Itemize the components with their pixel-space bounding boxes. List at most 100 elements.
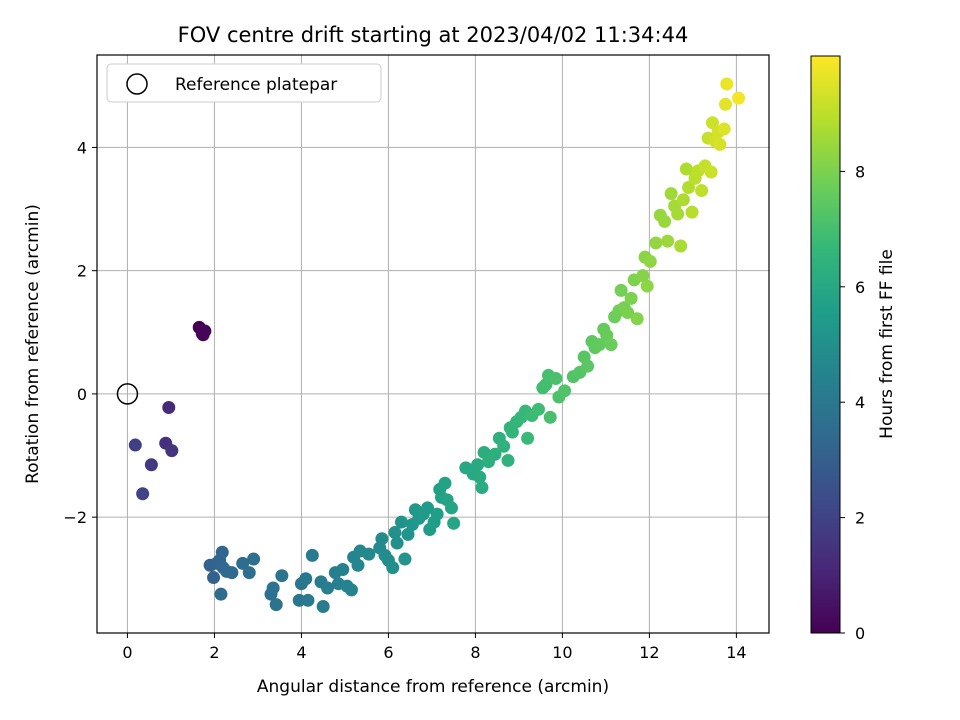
colorbar: 0 2 4 6 8 Hours from first FF file: [810, 55, 897, 643]
data-point: [549, 372, 563, 386]
data-point: [505, 425, 519, 439]
y-tick-label: 0: [77, 385, 87, 404]
colorbar-tick-label: 4: [855, 393, 865, 412]
colorbar-tick-label: 8: [855, 162, 865, 181]
data-point: [351, 558, 365, 572]
data-point: [321, 581, 335, 595]
data-point: [471, 458, 485, 472]
data-point: [643, 254, 657, 268]
data-point: [671, 207, 685, 221]
y-axis-label: Rotation from reference (arcmin): [23, 204, 43, 484]
legend: Reference platepar: [106, 63, 382, 103]
data-point: [676, 193, 690, 207]
data-point: [592, 338, 606, 352]
data-point: [497, 439, 511, 453]
data-point: [207, 571, 221, 585]
data-point: [558, 384, 572, 398]
legend-marker-open-circle: [126, 73, 148, 95]
data-point: [196, 328, 210, 342]
data-point: [375, 532, 389, 546]
data-point: [636, 269, 650, 283]
colorbar-tick-label: 6: [855, 278, 865, 297]
data-point: [214, 587, 228, 601]
x-axis-label: Angular distance from reference (arcmin): [257, 677, 609, 697]
data-point: [305, 548, 319, 562]
data-point: [649, 236, 663, 250]
data-point: [438, 476, 452, 490]
y-tick-label: 2: [77, 262, 87, 281]
data-point: [430, 507, 444, 521]
reference-point: [116, 383, 139, 405]
data-point: [225, 566, 239, 580]
y-tick-label: 4: [77, 138, 87, 157]
data-point: [344, 583, 358, 597]
colorbar-label: Hours from first FF file: [877, 249, 897, 439]
data-point: [128, 438, 142, 452]
data-point: [242, 566, 256, 580]
data-point: [685, 205, 699, 219]
colorbar-tick-label: 0: [855, 624, 865, 643]
data-point: [713, 137, 727, 151]
data-point: [247, 552, 261, 566]
x-tick-label: 10: [552, 643, 572, 662]
data-point: [732, 91, 746, 105]
data-point: [720, 77, 734, 91]
data-point: [704, 165, 718, 179]
data-point: [624, 291, 638, 305]
data-point: [521, 431, 535, 445]
data-point: [390, 536, 404, 550]
data-point: [473, 470, 487, 484]
data-point: [604, 338, 618, 352]
data-point: [475, 481, 489, 495]
x-tick-label: 2: [209, 643, 219, 662]
y-axis: −2 0 2 4: [63, 138, 97, 527]
data-point: [640, 279, 654, 293]
data-point: [661, 234, 675, 248]
x-tick-label: 6: [383, 643, 393, 662]
data-point: [682, 180, 696, 194]
data-point: [386, 561, 400, 575]
data-point: [266, 581, 280, 595]
x-tick-label: 0: [122, 643, 132, 662]
data-point: [316, 600, 330, 614]
data-point: [695, 184, 709, 198]
data-point: [336, 563, 350, 577]
data-point: [488, 447, 502, 461]
data-point: [621, 306, 635, 320]
plot-frame: [96, 54, 770, 634]
x-tick-label: 8: [470, 643, 480, 662]
data-point: [658, 214, 672, 228]
reference-point-marker: [116, 383, 139, 405]
data-point: [299, 572, 313, 586]
legend-label-reference-platepar: Reference platepar: [175, 75, 337, 95]
data-point: [614, 283, 628, 297]
chart-title: FOV centre drift starting at 2023/04/02 …: [178, 23, 689, 47]
data-point: [398, 552, 412, 566]
data-point: [630, 312, 644, 326]
colorbar-ticks: 0 2 4 6 8: [840, 162, 865, 643]
y-tick-label: −2: [63, 508, 87, 527]
x-axis: 0 2 4 6 8 10 12 14: [122, 633, 747, 662]
data-points: [128, 77, 746, 614]
data-point: [269, 598, 283, 612]
data-point: [165, 444, 179, 458]
data-point: [679, 162, 693, 176]
data-point: [531, 402, 545, 416]
colorbar-gradient: [810, 55, 841, 634]
data-point: [362, 547, 376, 561]
data-point: [501, 453, 515, 467]
x-tick-label: 4: [296, 643, 306, 662]
data-point: [236, 556, 250, 570]
data-point: [664, 187, 678, 201]
data-point: [543, 410, 557, 424]
data-point: [421, 501, 435, 515]
data-point: [275, 569, 289, 583]
x-tick-label: 14: [726, 643, 746, 662]
colorbar-tick-label: 2: [855, 509, 865, 528]
data-point: [388, 526, 402, 540]
data-point: [447, 516, 461, 530]
data-point: [394, 515, 408, 529]
data-point: [401, 527, 415, 541]
data-point: [719, 97, 733, 111]
data-point: [444, 501, 458, 515]
